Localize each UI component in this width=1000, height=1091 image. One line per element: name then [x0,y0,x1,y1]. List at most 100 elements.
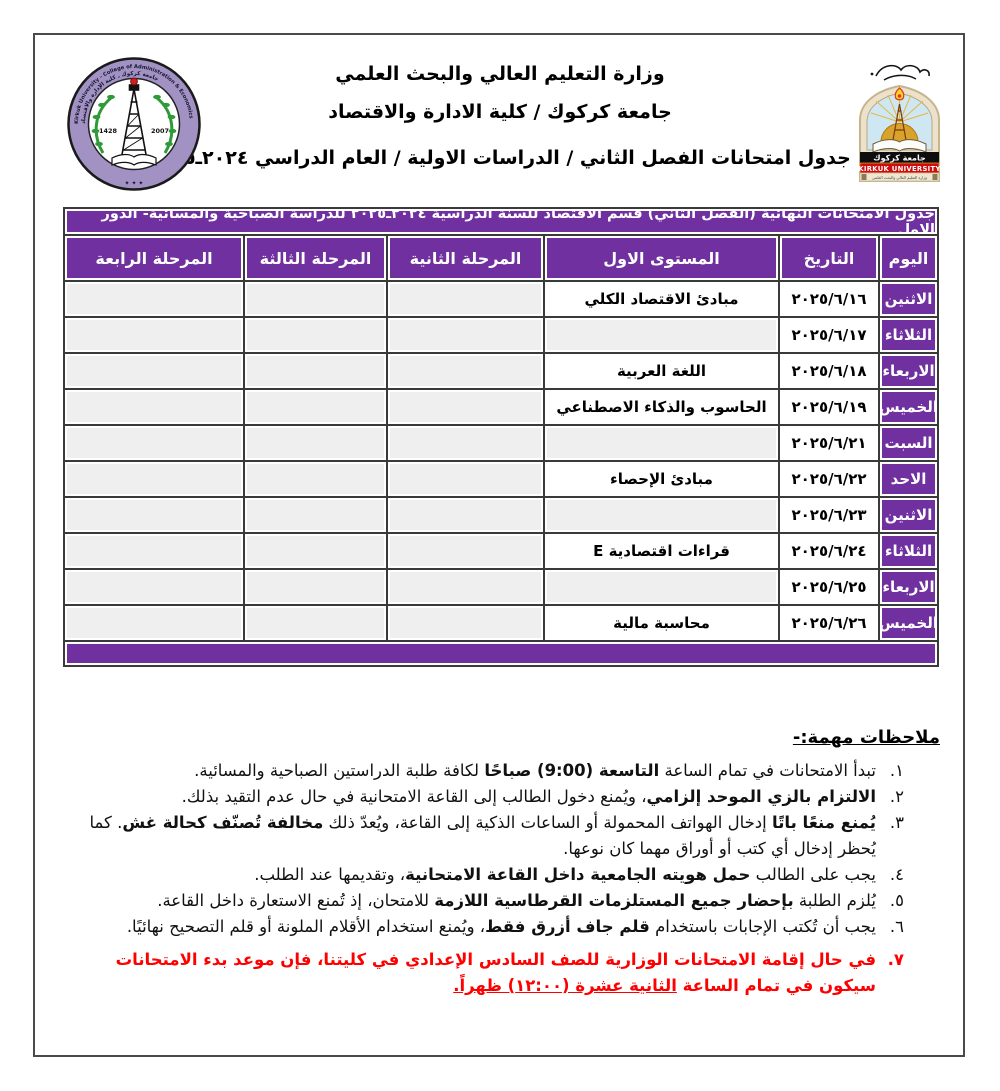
empty-cell [67,500,241,530]
date-cell: ٢٠٢٥/٦/٢١ [782,428,876,458]
dome-icon [880,123,919,143]
day-cell: الخميس [881,392,936,422]
day-cell: الاثنين [882,284,935,314]
empty-cell [390,608,541,638]
footer-strip [859,172,940,182]
note-text: تبدأ الامتحانات في تمام الساعة التاسعة (… [194,761,876,780]
note-text: في حال إقامة الامتحانات الوزارية للصف ال… [115,950,876,995]
date-cell: ٢٠٢٥/٦/١٧ [782,320,876,350]
col-header-stage4: المرحلة الرابعة [67,238,241,278]
subject-cell: قراءات اقتصادية E [547,536,776,566]
college-logo: Kirkuk University - College of Administr… [66,56,202,192]
date-cell: ٢٠٢٥/٦/٢٤ [782,536,876,566]
empty-cell [390,392,541,422]
table-row: الخميس ٢٠٢٥/٦/٢٦ محاسبة مالية [63,604,939,642]
table-title: جدول الامتحانات النهائية (الفصل الثاني) … [67,210,935,233]
note-number: ٤. [889,865,904,884]
table-row: الثلاثاء ٢٠٢٥/٦/٢٤ قراءات اقتصادية E [63,532,939,570]
table-row: السبت ٢٠٢٥/٦/٢١ [63,424,939,462]
empty-cell [247,356,384,386]
note-text: الالتزام بالزي الموحد إلزامي، ويُمنع دخو… [181,787,876,806]
note-item-2: ٢. الالتزام بالزي الموحد إلزامي، ويُمنع … [60,784,940,810]
empty-cell [247,428,384,458]
empty-cell [390,428,541,458]
empty-cell [390,500,541,530]
empty-cell [67,392,241,422]
subject-cell [547,320,776,350]
exam-table: جدول الامتحانات النهائية (الفصل الثاني) … [63,207,939,667]
empty-cell [67,572,241,602]
empty-cell [390,464,541,494]
subject-cell [547,572,776,602]
ministry-small-text: وزارة التعليم العالي والبحث العلمي [872,175,927,180]
day-cell: الخميس [881,608,936,638]
table-row: الاربعاء ٢٠٢٥/٦/١٨ اللغة العربية [63,352,939,390]
day-cell: الاثنين [882,500,935,530]
notes-section: ملاحظات مهمة:- ١. تبدأ الامتحانات في تما… [60,727,940,999]
subject-cell [547,428,776,458]
date-cell: ٢٠٢٥/٦/١٦ [782,284,876,314]
note-number: ٣. [889,813,904,832]
empty-cell [67,464,241,494]
day-cell: الثلاثاء [882,320,935,350]
date-cell: ٢٠٢٥/٦/٢٦ [782,608,876,638]
note-item-6: ٦. يجب أن تُكتب الإجابات باستخدام قلم جا… [60,914,940,940]
university-name-arabic: جامعة كركوك [873,154,926,163]
university-college-title: جامعة كركوك / كلية الادارة والاقتصاد [328,101,672,123]
notes-heading: ملاحظات مهمة:- [792,727,940,748]
note-item-3: ٣. يُمنع منعًا باتًا إدخال الهواتف المحم… [60,810,940,862]
date-cell: ٢٠٢٥/٦/١٨ [782,356,876,386]
subject-cell: اللغة العربية [547,356,776,386]
note-number: ٦. [889,917,904,936]
note-item-4: ٤. يجب على الطالب حمل هويته الجامعية داخ… [60,862,940,888]
day-cell: الاربعاء [882,356,935,386]
subject-cell: مبادئ الإحصاء [547,464,776,494]
calligraphy-icon [870,64,930,81]
day-cell: السبت [882,428,935,458]
empty-cell [67,536,241,566]
subject-cell: مبادئ الاقتصاد الكلي [547,284,776,314]
col-header-date: التاريخ [782,238,876,278]
university-logo: جامعة كركوك KIRKUK UNIVERSITY وزارة التع… [846,60,953,194]
subject-cell: محاسبة مالية [547,608,776,638]
note-text: يُمنع منعًا باتًا إدخال الهواتف المحمولة… [89,813,876,858]
empty-cell [67,320,241,350]
table-row: الخميس ٢٠٢٥/٦/١٩ الحاسوب والذكاء الاصطنا… [63,388,939,426]
empty-cell [390,572,541,602]
page-border [33,33,965,1057]
empty-cell [247,320,384,350]
note-text: يُلزم الطلبة بإحضار جميع المستلزمات القر… [157,891,876,910]
empty-cell [247,536,384,566]
day-cell: الثلاثاء [882,536,935,566]
note-text: يجب على الطالب حمل هويته الجامعية داخل ا… [254,865,876,884]
date-cell: ٢٠٢٥/٦/١٩ [782,392,876,422]
table-row: الاحد ٢٠٢٥/٦/٢٢ مبادئ الإحصاء [63,460,939,498]
day-cell: الاحد [882,464,935,494]
wreath-icon [91,94,177,154]
empty-cell [390,356,541,386]
note-item-1: ١. تبدأ الامتحانات في تمام الساعة التاسع… [60,758,940,784]
subject-cell: الحاسوب والذكاء الاصطناعي [547,392,776,422]
empty-cell [67,608,241,638]
table-row: الاثنين ٢٠٢٥/٦/٢٣ [63,496,939,534]
note-number: ١. [889,761,904,780]
empty-cell [247,572,384,602]
col-header-stage2: المرحلة الثانية [390,238,541,278]
oil-derrick-icon [120,84,148,161]
note-number: ٢. [889,787,904,806]
day-cell: الاربعاء [882,572,935,602]
year-hijri: 1428 [99,127,118,135]
empty-cell [390,320,541,350]
note-item-7: ٧. في حال إقامة الامتحانات الوزارية للصف… [60,947,940,999]
empty-cell [247,284,384,314]
note-text: يجب أن تُكتب الإجابات باستخدام قلم جاف أ… [126,917,876,936]
table-row: الاربعاء ٢٠٢٥/٦/٢٥ [63,568,939,606]
table-footer-bar [67,644,935,663]
empty-cell [67,428,241,458]
flame-icon [130,77,138,86]
table-row: الاثنين ٢٠٢٥/٦/١٦ مبادئ الاقتصاد الكلي [63,280,939,318]
note-number: ٥. [889,891,904,910]
university-name-english: KIRKUK UNIVERSITY [858,165,940,173]
col-header-day: اليوم [882,238,935,278]
date-cell: ٢٠٢٥/٦/٢٢ [782,464,876,494]
